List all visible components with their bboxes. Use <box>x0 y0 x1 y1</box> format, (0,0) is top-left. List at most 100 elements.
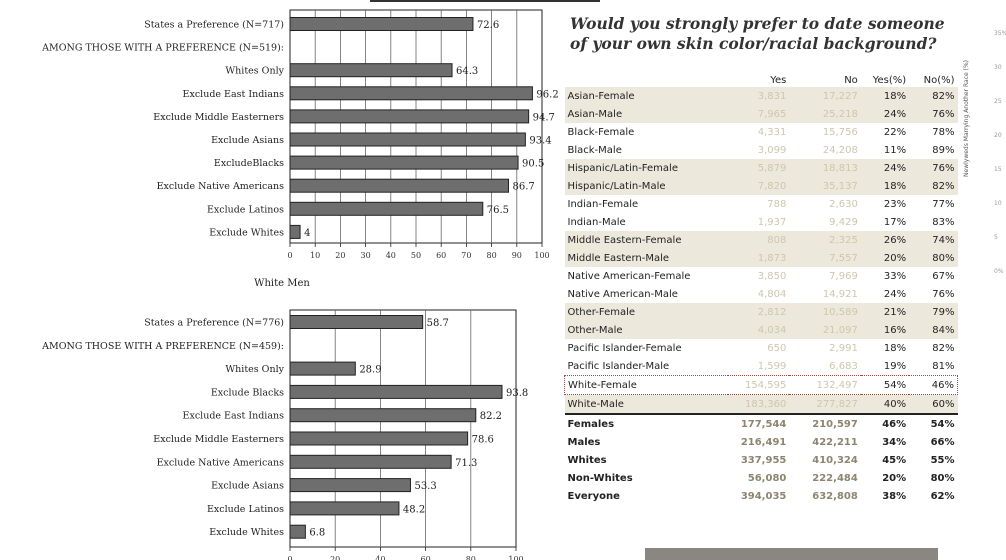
chart-0-category-label: Exclude East Indians <box>183 89 285 100</box>
chart-1-category-label: AMONG THOSE WITH A PREFERENCE (N=459): <box>41 341 284 352</box>
cell-yes-pct: 11% <box>883 144 907 156</box>
chart-0-value-label: 72.6 <box>477 20 499 31</box>
chart-1-frame <box>289 309 517 548</box>
cell-yes-pct: 33% <box>883 270 907 282</box>
cell-yes: 808 <box>728 231 790 249</box>
cell-no: 9,429 <box>829 216 858 228</box>
chart-0-tick-label: 10 <box>310 251 320 260</box>
chart-1-category-label: Exclude Native Americans <box>157 457 285 468</box>
chart-1-tick-label: 100 <box>508 555 523 560</box>
table-row: White-Male 183,360 277,827 40% 60% <box>564 394 958 414</box>
cell-yes: 154,595 <box>728 375 790 395</box>
cell-yes-pct: 24% <box>883 288 907 300</box>
cell-no: 2,325 <box>789 231 861 249</box>
cell-group: Hispanic/Latin-Female <box>564 159 729 177</box>
cell-no-pct: 78% <box>932 126 955 138</box>
chart-1-value-label: 71.3 <box>455 458 477 469</box>
chart-0-category-label: AMONG THOSE WITH A PREFERENCE (N=519): <box>41 43 284 54</box>
chart-1-bar <box>289 454 452 469</box>
summary-row: Males 216,491 422,211 34% 66% <box>565 433 958 451</box>
chart-1-category-label: Whites Only <box>225 364 284 375</box>
table-row: Asian-Male 7,965 25,218 24% 76% <box>564 105 958 123</box>
cell-yes-pct: 45% <box>882 454 907 466</box>
chart-1-tick-label: 0 <box>287 555 292 560</box>
cell-no-pct: 60% <box>909 394 958 414</box>
cell-yes: 3,831 <box>728 87 790 105</box>
summary-row: Whites 337,955 410,324 45% 55% <box>565 451 958 469</box>
chart-1-value-label: 78.6 <box>472 435 494 446</box>
cell-yes-pct: 26% <box>860 231 910 249</box>
chart-0-tick-label: 40 <box>386 251 396 260</box>
chart-1-category-label: Exclude Asians <box>211 481 284 492</box>
table-row: Middle Eastern-Female 808 2,325 26% 74% <box>564 231 958 249</box>
cell-group: Pacific Islander-Male <box>567 360 670 372</box>
chart-0-category-label: Exclude Native Americans <box>157 181 285 192</box>
table-row: Pacific Islander-Male 1,599 6,683 19% 81% <box>565 357 958 376</box>
cell-no: 25,218 <box>789 105 861 123</box>
cell-group: Middle Eastern-Male <box>564 249 729 267</box>
cell-yes-pct: 24% <box>860 105 910 123</box>
chart-1-category-label: States a Preference (N=776) <box>144 318 284 329</box>
table-row: Native American-Male 4,804 14,921 24% 76% <box>565 285 958 303</box>
cell-yes-pct: 20% <box>860 249 910 267</box>
summary-row: Females 177,544 210,597 46% 54% <box>564 413 958 433</box>
chart-0-bar <box>289 63 453 78</box>
table-row: Hispanic/Latin-Female 5,879 18,813 24% 76% <box>564 159 958 177</box>
col-header-no: No <box>844 74 858 86</box>
cell-group: Indian-Male <box>567 216 626 228</box>
survey-table-panel: Would you strongly prefer to date someon… <box>564 14 960 505</box>
cell-no-pct: 79% <box>909 303 958 321</box>
chart-0-category-label: States a Preference (N=717) <box>144 20 284 31</box>
cell-yes: 3,850 <box>757 270 787 282</box>
chart-0-bar <box>289 201 484 216</box>
inset-tick-label: 30 <box>994 64 1002 71</box>
chart-1-tick-label: 80 <box>466 555 476 560</box>
chart-1-category-label: Exclude East Indians <box>183 411 285 422</box>
chart-0-category-label: Exclude Middle Easterners <box>153 112 284 123</box>
cell-group: Asian-Male <box>564 105 729 123</box>
table-row: White-Female 154,595 132,497 54% 46% <box>564 375 959 395</box>
chart-0-tick-label: 70 <box>461 251 471 260</box>
chart-0-bar <box>289 17 474 31</box>
inset-tick-label: 35% <box>994 30 1006 37</box>
cell-no: 410,324 <box>812 454 858 466</box>
cell-yes-pct: 40% <box>860 394 910 414</box>
cell-yes-pct: 18% <box>883 342 907 354</box>
chart-1-bar <box>289 501 400 516</box>
cell-group: Whites <box>567 454 607 466</box>
chart-0-tick-label: 50 <box>411 251 421 260</box>
cell-yes-pct: 24% <box>860 159 910 177</box>
chart-1-title: White Men <box>254 278 310 289</box>
cell-yes: 4,331 <box>757 126 787 138</box>
cell-no: 277,827 <box>789 394 861 414</box>
chart-0-bar <box>289 178 509 193</box>
chart-1-value-label: 82.2 <box>480 411 502 422</box>
cell-no-pct: 77% <box>932 198 955 210</box>
chart-0-value-label: 90.5 <box>522 159 544 170</box>
cell-no-pct: 82% <box>909 87 958 105</box>
cell-group: Native American-Male <box>567 288 678 300</box>
chart-0-value-label: 76.5 <box>487 205 509 216</box>
table-row: Asian-Female 3,831 17,227 18% 82% <box>564 87 958 105</box>
cell-no: 35,137 <box>789 177 861 195</box>
cell-no-pct: 55% <box>930 454 955 466</box>
cell-no-pct: 66% <box>930 436 955 448</box>
chart-1-value-label: 53.3 <box>414 481 436 492</box>
cell-yes: 4,804 <box>757 288 787 300</box>
chart-0-category-label: ExcludeBlacks <box>214 158 284 169</box>
cell-no: 24,208 <box>822 144 858 156</box>
chart-0-value-label: 64.3 <box>456 66 478 77</box>
chart-1-tick-label: 20 <box>330 555 340 560</box>
cell-no: 7,969 <box>829 270 858 282</box>
table-header-row: Yes No Yes(%) No(%) <box>565 73 958 87</box>
cell-group: Pacific Islander-Female <box>567 342 682 354</box>
cell-no-pct: 46% <box>909 375 959 395</box>
cell-no-pct: 83% <box>932 216 955 228</box>
table-row: Hispanic/Latin-Male 7,820 35,137 18% 82% <box>564 177 958 195</box>
cell-no-pct: 84% <box>909 321 958 339</box>
cell-yes-pct: 22% <box>883 126 907 138</box>
chart-1-value-label: 28.9 <box>359 365 381 376</box>
chart-0-category-label: Exclude Asians <box>211 135 284 146</box>
chart-0-category-label: Exclude Latinos <box>207 204 284 215</box>
chart-0-bar <box>289 155 519 170</box>
